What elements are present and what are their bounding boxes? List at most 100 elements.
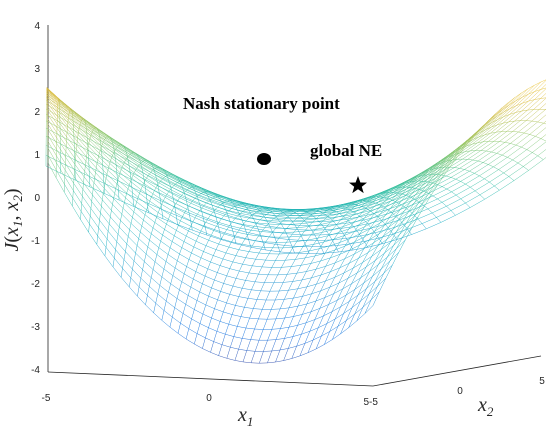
mesh-segment bbox=[473, 132, 480, 137]
mesh-segment bbox=[179, 181, 192, 188]
mesh-segment bbox=[527, 98, 541, 111]
mesh-segment bbox=[323, 238, 335, 243]
mesh-segment bbox=[250, 339, 260, 341]
mesh-segment bbox=[286, 241, 297, 243]
mesh-segment bbox=[182, 216, 194, 223]
mesh-segment bbox=[414, 199, 420, 203]
mesh-segment bbox=[311, 208, 315, 211]
mesh-segment bbox=[168, 191, 180, 198]
mesh-segment bbox=[101, 206, 111, 218]
mesh-segment bbox=[272, 212, 276, 217]
mesh-segment bbox=[138, 231, 141, 239]
mesh-segment bbox=[210, 352, 219, 356]
mesh-segment bbox=[172, 267, 176, 276]
mesh-segment bbox=[384, 216, 391, 226]
mesh-segment bbox=[296, 265, 302, 274]
mesh-segment bbox=[390, 195, 396, 202]
mesh-segment bbox=[406, 187, 412, 195]
mesh-segment bbox=[163, 268, 174, 276]
mesh-segment bbox=[271, 339, 277, 352]
mesh-segment bbox=[372, 198, 378, 203]
mesh-segment bbox=[328, 232, 344, 235]
mesh-segment bbox=[464, 150, 471, 152]
mesh-segment bbox=[274, 215, 278, 219]
mesh-segment bbox=[221, 215, 225, 220]
mesh-segment bbox=[540, 79, 546, 83]
mesh-segment bbox=[210, 199, 223, 204]
mesh-segment bbox=[247, 289, 252, 299]
mesh-segment bbox=[448, 148, 462, 157]
mesh-segment bbox=[182, 212, 185, 217]
mesh-segment bbox=[64, 176, 74, 191]
mesh-segment bbox=[109, 136, 123, 146]
mesh-segment bbox=[306, 277, 312, 287]
mesh-segment bbox=[311, 230, 315, 236]
mesh-segment bbox=[297, 322, 307, 326]
mesh-segment bbox=[188, 295, 198, 301]
mesh-segment bbox=[362, 299, 372, 308]
mesh-segment bbox=[367, 202, 373, 207]
mesh-segment bbox=[363, 276, 373, 284]
mesh-segment bbox=[190, 221, 193, 231]
mesh-segment bbox=[140, 163, 153, 171]
mesh-segment bbox=[509, 97, 523, 109]
mesh-segment bbox=[236, 278, 246, 281]
mesh-segment bbox=[125, 149, 139, 158]
mesh-segment bbox=[239, 270, 249, 274]
mesh-segment bbox=[476, 126, 483, 134]
mesh-segment bbox=[421, 194, 428, 205]
mesh-segment bbox=[112, 144, 127, 153]
mesh-segment bbox=[180, 313, 184, 324]
mesh-segment bbox=[355, 199, 360, 203]
mesh-segment bbox=[216, 321, 221, 332]
mesh-segment bbox=[509, 105, 517, 109]
mesh-segment bbox=[71, 109, 85, 120]
mesh-segment bbox=[144, 261, 154, 270]
mesh-segment bbox=[167, 174, 169, 176]
mesh-segment bbox=[301, 322, 307, 335]
mesh-segment bbox=[187, 205, 202, 212]
mesh-segment bbox=[194, 343, 203, 349]
mesh-segment bbox=[193, 246, 204, 252]
mesh-segment bbox=[217, 223, 233, 229]
mesh-segment bbox=[292, 211, 297, 214]
mesh-segment bbox=[162, 177, 165, 180]
mesh-segment bbox=[201, 211, 216, 217]
mesh-segment bbox=[195, 235, 199, 242]
mesh-segment bbox=[101, 143, 103, 147]
mesh-segment bbox=[211, 204, 215, 211]
mesh-segment bbox=[238, 249, 249, 252]
mesh-segment bbox=[239, 214, 243, 220]
mesh-segment bbox=[177, 333, 187, 340]
mesh-segment bbox=[439, 157, 446, 163]
mesh-segment bbox=[115, 164, 118, 173]
mesh-segment bbox=[171, 185, 175, 188]
mesh-segment bbox=[102, 193, 104, 200]
mesh-segment bbox=[232, 314, 241, 317]
mesh-segment bbox=[280, 317, 285, 329]
mesh-segment bbox=[215, 196, 218, 198]
mesh-segment bbox=[404, 179, 410, 184]
mesh-segment bbox=[340, 327, 349, 335]
mesh-segment bbox=[527, 109, 534, 111]
mesh-segment bbox=[106, 231, 109, 240]
mesh-segment bbox=[248, 245, 253, 252]
mesh-segment bbox=[450, 177, 456, 180]
mesh-segment bbox=[497, 108, 511, 120]
mesh-segment bbox=[225, 246, 230, 254]
mesh-segment bbox=[531, 120, 538, 123]
mesh-segment bbox=[293, 306, 299, 317]
mesh-segment bbox=[352, 208, 367, 212]
mesh-segment bbox=[88, 223, 90, 233]
mesh-segment bbox=[430, 185, 438, 196]
mesh-segment bbox=[102, 164, 117, 173]
mesh-segment bbox=[47, 102, 58, 117]
mesh-segment bbox=[191, 246, 195, 254]
mesh-segment bbox=[534, 81, 541, 86]
mesh-segment bbox=[114, 249, 116, 259]
mesh-segment bbox=[326, 318, 336, 324]
mesh-segment bbox=[195, 271, 206, 277]
mesh-segment bbox=[354, 226, 365, 232]
mesh-segment bbox=[455, 194, 461, 199]
mesh-segment bbox=[225, 252, 236, 256]
